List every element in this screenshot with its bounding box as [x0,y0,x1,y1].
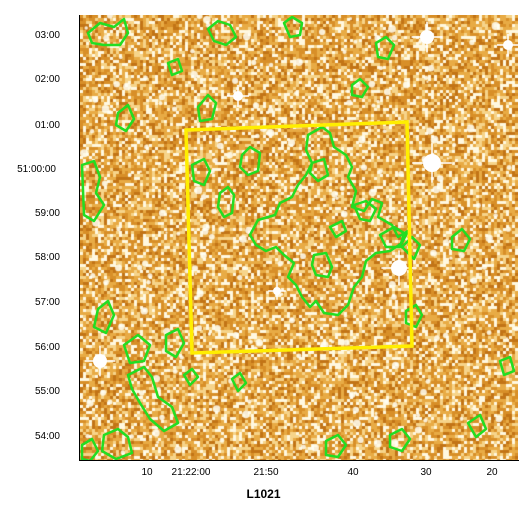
star-spike [497,34,518,56]
emission-contour [122,333,152,365]
ra-tick-label: 20 [486,467,498,478]
field-name-label: L1021 [246,487,281,501]
ra-tick-label: 21:22:00 [171,467,211,478]
dec-tick-label: 59:00 [34,208,60,219]
dec-tick-label: 02:00 [34,74,60,85]
emission-contour [182,367,200,387]
emission-contour [216,185,236,219]
emission-contour [388,427,412,453]
star-spike [227,85,249,107]
dec-tick-label: 03:00 [34,30,60,41]
emission-contour [190,157,212,187]
emission-contour [206,19,238,47]
emission-contour [374,35,396,61]
ra-tick-label: 10 [141,467,153,478]
dec-tick-label: 56:00 [34,342,60,353]
star-spike [84,345,116,377]
star-spike [411,21,443,53]
sky-image [80,15,518,461]
emission-contour [92,299,116,335]
emission-contour [350,77,370,99]
emission-contour [378,225,406,249]
optical-image-noise [80,15,518,461]
emission-contour [80,437,100,461]
ra-tick-label: 40 [347,467,359,478]
emission-contour [282,15,304,39]
emission-contour [248,125,410,317]
ra-tick-label: 30 [420,467,432,478]
left-axis-line [79,15,80,461]
observation-field-box [184,120,414,355]
emission-contour [450,227,472,253]
emission-contour [324,433,348,459]
emission-contour [126,365,180,433]
emission-contour [328,219,348,239]
star-spike [268,282,286,300]
emission-contour [114,103,136,133]
dec-tick-label: 57:00 [34,297,60,308]
dec-tick-label: 55:00 [34,386,60,397]
dec-tick-label: 58:00 [34,252,60,263]
emission-contour [466,413,488,439]
emission-contour [164,327,186,359]
emission-contour [86,17,130,47]
emission-contour [166,57,184,77]
dec-tick-label: 54:00 [34,431,60,442]
ra-tick-label: 21:50 [253,467,279,478]
emission-contour [196,93,218,123]
emission-contour [238,145,262,177]
emission-contour [404,303,424,329]
star-spike [412,143,452,183]
dec-tick-label: 01:00 [34,120,60,131]
emission-contour [308,157,330,183]
emission-contour [230,371,248,393]
contour-overlay [80,15,518,461]
emission-contour [310,251,334,279]
emission-contour [80,159,106,223]
bottom-axis-line [79,460,519,461]
dec-tick-label: 51:00:00 [17,164,56,175]
emission-contour [100,427,134,461]
emission-contour [352,199,378,223]
emission-contour [498,355,516,377]
